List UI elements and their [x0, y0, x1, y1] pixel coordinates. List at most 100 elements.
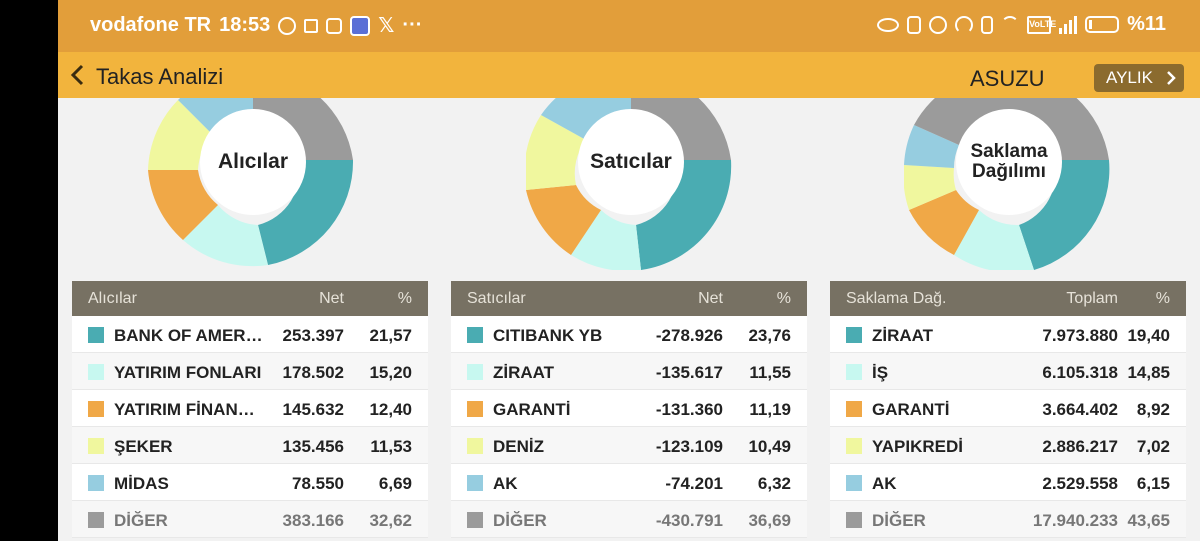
- color-swatch: [846, 364, 862, 380]
- chevron-right-icon: [1166, 64, 1176, 101]
- row-percent: 6,32: [757, 474, 791, 493]
- carrier-label: vodafone TR: [90, 14, 212, 36]
- table-row[interactable]: CITIBANK YB -278.926 23,76: [451, 316, 807, 353]
- color-swatch: [846, 327, 862, 343]
- row-value: -135.617: [655, 363, 723, 382]
- color-swatch: [467, 438, 483, 454]
- table-row[interactable]: DENİZ -123.109 10,49: [451, 427, 807, 464]
- header-name: Saklama Dağ.: [846, 290, 947, 307]
- row-value: -123.109: [655, 437, 723, 456]
- buyers-table: Alıcılar Net % BANK OF AMERI… 253.397 21,5…: [72, 281, 428, 538]
- color-swatch: [467, 401, 483, 417]
- color-swatch: [88, 512, 104, 528]
- custody-donut-label: Saklama Dağılımı: [956, 109, 1062, 215]
- sellers-table-header: Satıcılar Net %: [451, 281, 807, 316]
- buyers-donut-label: Alıcılar: [200, 109, 306, 215]
- row-name: AK: [493, 474, 518, 493]
- table-row[interactable]: İŞ 6.105.318 14,85: [830, 353, 1186, 390]
- sellers-donut-label: Satıcılar: [578, 109, 684, 215]
- buyers-donut-chart[interactable]: Alıcılar: [148, 98, 358, 270]
- row-percent: 10,49: [748, 437, 791, 456]
- color-swatch: [846, 401, 862, 417]
- signal-icon: [1059, 15, 1078, 34]
- row-value: 253.397: [282, 326, 344, 345]
- row-name: YAPIKREDİ: [872, 437, 964, 456]
- sellers-rows: CITIBANK YB -278.926 23,76 ZİRAAT -135.617 11…: [451, 316, 807, 538]
- table-row[interactable]: DİĞER 17.940.233 43,65: [830, 501, 1186, 538]
- header-value: Toplam: [1066, 290, 1118, 307]
- row-percent: 23,76: [748, 326, 791, 345]
- row-value: -430.791: [655, 511, 723, 530]
- row-percent: 36,69: [748, 511, 791, 530]
- back-button[interactable]: [68, 62, 92, 88]
- table-row[interactable]: ŞEKER 135.456 11,53: [72, 427, 428, 464]
- buyers-donut-svg: [148, 98, 354, 267]
- color-swatch: [846, 512, 862, 528]
- table-row[interactable]: AK 2.529.558 6,15: [830, 464, 1186, 501]
- row-value: 17.940.233: [1032, 511, 1118, 530]
- table-row[interactable]: GARANTİ 3.664.402 8,92: [830, 390, 1186, 427]
- table-row[interactable]: GARANTİ -131.360 11,19: [451, 390, 807, 427]
- color-swatch: [88, 327, 104, 343]
- table-row[interactable]: YATIRIM FONLARI 178.502 15,20: [72, 353, 428, 390]
- row-percent: 11,55: [749, 363, 791, 382]
- custody-donut-label-line2: Dağılımı: [972, 161, 1046, 182]
- eye-icon: [877, 17, 900, 32]
- row-percent: 11,53: [370, 437, 412, 456]
- page-title: Takas Analizi: [96, 64, 224, 89]
- temu-icon: [304, 18, 319, 33]
- headphones-icon: [955, 15, 974, 34]
- color-swatch: [88, 401, 104, 417]
- row-name: ZİRAAT: [493, 363, 555, 382]
- table-row[interactable]: MİDAS 78.550 6,69: [72, 464, 428, 501]
- color-swatch: [467, 512, 483, 528]
- table-row[interactable]: DİĞER 383.166 32,62: [72, 501, 428, 538]
- row-name: ŞEKER: [114, 437, 173, 456]
- table-row[interactable]: BANK OF AMERI… 253.397 21,57: [72, 316, 428, 353]
- color-swatch: [467, 475, 483, 491]
- row-percent: 19,40: [1127, 326, 1170, 345]
- row-value: 178.502: [282, 363, 344, 382]
- table-row[interactable]: AK -74.201 6,32: [451, 464, 807, 501]
- row-value: 7.973.880: [1042, 326, 1118, 345]
- row-name: YATIRIM FONLARI: [114, 363, 262, 382]
- row-percent: 6,69: [378, 474, 412, 493]
- table-row[interactable]: ZİRAAT 7.973.880 19,40: [830, 316, 1186, 353]
- row-percent: 6,15: [1136, 474, 1170, 493]
- sellers-table: Satıcılar Net % CITIBANK YB -278.926 23,76…: [451, 281, 807, 538]
- row-name: GARANTİ: [493, 400, 571, 419]
- table-row[interactable]: YAPIKREDİ 2.886.217 7,02: [830, 427, 1186, 464]
- row-value: 3.664.402: [1042, 400, 1118, 419]
- custody-table-header: Saklama Dağ. Toplam %: [830, 281, 1186, 316]
- table-row[interactable]: ZİRAAT -135.617 11,55: [451, 353, 807, 390]
- header-value: Net: [319, 290, 344, 307]
- row-name: DENİZ: [493, 437, 544, 456]
- alarm-icon: [929, 15, 948, 34]
- color-swatch: [846, 438, 862, 454]
- table-row[interactable]: YATIRIM FİNANS… 145.632 12,40: [72, 390, 428, 427]
- row-value: -131.360: [655, 400, 723, 419]
- row-name: MİDAS: [114, 474, 169, 493]
- sellers-donut-chart[interactable]: Satıcılar: [526, 98, 736, 270]
- row-name: BANK OF AMERI…: [114, 326, 264, 345]
- custody-donut-chart[interactable]: Saklama Dağılımı: [904, 98, 1114, 270]
- row-value: 2.886.217: [1042, 437, 1118, 456]
- color-swatch: [88, 438, 104, 454]
- row-name: DİĞER: [114, 511, 168, 530]
- app-screen: vodafone TR 18:53 𝕏 ··· VoLTE %1: [58, 0, 1200, 541]
- header-pct: %: [776, 290, 791, 307]
- header-name: Alıcılar: [88, 290, 137, 307]
- row-name: YATIRIM FİNANS…: [114, 400, 264, 419]
- row-percent: 15,20: [369, 363, 412, 382]
- color-swatch: [88, 364, 104, 380]
- custody-rows: ZİRAAT 7.973.880 19,40 İŞ 6.105.318 14,85 GARA…: [830, 316, 1186, 538]
- period-dropdown-button[interactable]: AYLIK: [1094, 64, 1184, 92]
- row-name: DİĞER: [872, 511, 926, 530]
- row-value: 2.529.558: [1042, 474, 1118, 493]
- row-percent: 21,57: [369, 326, 412, 345]
- header-pct: %: [1155, 290, 1170, 307]
- table-row[interactable]: DİĞER -430.791 36,69: [451, 501, 807, 538]
- header-pct: %: [397, 290, 412, 307]
- row-percent: 12,40: [369, 400, 412, 419]
- nfc-icon: [907, 15, 922, 34]
